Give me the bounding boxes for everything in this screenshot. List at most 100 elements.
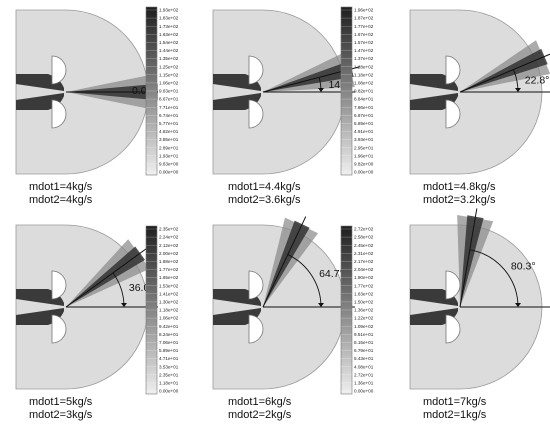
colorbar-tick-label: 1.73e+02: [159, 24, 179, 29]
colorbar-tick-label: 2.35e+02: [159, 227, 179, 232]
contour-panel-5: 64.7°: [212, 216, 355, 390]
lower-solid-body: [51, 99, 67, 129]
case-label-1: mdot1=4kg/s mdot2=4kg/s: [29, 181, 92, 207]
colorbar-tick-label: 1.22e+02: [354, 316, 374, 321]
colorbar-tick-label: 2.24e+02: [159, 235, 179, 240]
colorbar-tick-label: 1.83e+02: [159, 16, 179, 21]
colorbar-tick-label: 1.25e+02: [159, 64, 179, 69]
case-label-4: mdot1=5kg/s mdot2=3kg/s: [29, 396, 92, 422]
lower-solid-body: [248, 99, 264, 129]
mdot2-text: mdot2=3kg/s: [29, 409, 93, 421]
colorbar-tick-label: 2.17e+02: [354, 259, 374, 264]
angle-arc: [287, 254, 322, 308]
colorbar-tick-label: 6.79e+01: [354, 348, 374, 353]
colorbar-tick-label: 1.65e+02: [159, 275, 179, 280]
colorbar-tick-label: 1.36e+02: [354, 308, 374, 313]
colorbar-tick-label: 2.45e+02: [354, 243, 374, 248]
colorbar-tick-label: 4.91e+01: [354, 129, 374, 134]
colorbar-tick-label: 1.77e+02: [354, 283, 374, 288]
colorbar-tick-label: 2.00e+02: [159, 251, 179, 256]
colorbar-tick-label: 0.00e+00: [159, 170, 179, 175]
colorbar-2: 1.96e+02 1.87e+02 1.77e+02 1.67e+02 1.57e+02…: [340, 6, 374, 176]
colorbar-tick-label: 1.18e+02: [354, 72, 374, 77]
colorbar-tick-label: 0.00e+00: [354, 170, 374, 175]
colorbar-tick-label: 4.08e+01: [354, 364, 374, 369]
colorbar-tick-label: 1.41e+02: [159, 291, 179, 296]
colorbar-tick-label: 3.53e+01: [159, 364, 179, 369]
jet-plume-core: [460, 48, 548, 92]
case-label-2: mdot1=4.4kg/s mdot2=3.6kg/s: [228, 181, 300, 207]
colorbar-tick-label: 1.67e+02: [354, 32, 374, 37]
mdot1-text: mdot1=4.4kg/s: [228, 181, 301, 193]
case-label-3: mdot1=4.8kg/s mdot2=3.2kg/s: [423, 181, 495, 207]
colorbar-tick-label: 2.35e+01: [159, 372, 179, 377]
colorbar-tick-label: 0.00e+00: [354, 389, 374, 394]
colorbar-tick-label: 4.71e+01: [159, 356, 179, 361]
lower-solid-body: [248, 314, 264, 344]
jet-plume-outer: [263, 217, 319, 307]
colorbar-tick-label: 1.44e+02: [159, 48, 179, 53]
jet-axis-line: [459, 53, 550, 93]
colorbar-tick-label: 8.84e+01: [354, 97, 374, 102]
colorbar-tick-label: 1.35e+02: [159, 56, 179, 61]
mdot1-text: mdot1=6kg/s: [228, 396, 292, 408]
arc-arrowhead: [318, 88, 324, 92]
jet-axis-line: [65, 247, 148, 308]
contour-panel-3: 22.8°: [409, 9, 550, 175]
colorbar-tick-label: 7.71e+01: [159, 105, 179, 110]
colorbar-tick-label: 1.63e+02: [159, 32, 179, 37]
colorbar-3: 2.35e+02 2.24e+02 2.12e+02 2.00e+02 1.88e+02…: [145, 225, 179, 395]
mdot2-text: mdot2=4kg/s: [29, 194, 93, 206]
contour-panel-2: 14.6°: [212, 9, 360, 175]
colorbar-tick-label: 1.77e+02: [354, 24, 374, 29]
colorbar-tick-label: 1.15e+02: [159, 72, 179, 77]
arc-arrowhead: [121, 303, 127, 307]
jet-plume-outer: [263, 51, 355, 92]
colorbar-tick-label: 1.54e+02: [159, 40, 179, 45]
colorbar-tick-label: 2.95e+01: [354, 145, 374, 150]
colorbar-tick-label: 2.04e+02: [354, 267, 374, 272]
arc-arrowhead: [515, 303, 521, 307]
angle-value-label: 80.3°: [511, 261, 536, 273]
colorbar-tick-label: 5.89e+01: [354, 121, 374, 126]
jet-axis-line: [262, 216, 307, 308]
angle-value-label: 22.8°: [525, 74, 550, 86]
lower-solid-body: [445, 99, 461, 129]
colorbar-tick-label: 8.67e+01: [159, 97, 179, 102]
colorbar-tick-label: 5.77e+01: [159, 121, 179, 126]
angle-arc: [469, 249, 519, 308]
colorbar-tick-label: 1.36e+01: [354, 381, 374, 386]
colorbar-tick-label: 9.63e+01: [159, 89, 179, 94]
colorbar-tick-label: 1.30e+02: [159, 300, 179, 305]
contour-panel-4: 36.0°: [15, 224, 158, 390]
jet-plume-outer: [460, 40, 550, 92]
colorbar-tick-label: 9.42e+01: [159, 324, 179, 329]
arc-arrowhead: [318, 303, 324, 307]
colorbar-tick-label: 8.15e+01: [354, 340, 374, 345]
colorbar-tick-label: 1.53e+02: [159, 283, 179, 288]
upper-solid-body: [51, 270, 67, 300]
colorbar-tick-label: 1.50e+02: [354, 300, 374, 305]
colorbar-tick-label: 1.06e+02: [159, 316, 179, 321]
mdot2-text: mdot2=3.2kg/s: [423, 194, 496, 206]
arc-arrowhead: [515, 88, 521, 92]
mdot1-text: mdot1=4.8kg/s: [423, 181, 496, 193]
case-label-5: mdot1=6kg/s mdot2=2kg/s: [228, 396, 291, 422]
colorbar-tick-label: 0.00e+00: [159, 389, 179, 394]
colorbar-tick-label: 7.86e+01: [354, 105, 374, 110]
mdot2-text: mdot2=3.6kg/s: [228, 194, 301, 206]
upper-solid-body: [248, 55, 264, 85]
colorbar-tick-label: 1.08e+02: [354, 81, 374, 86]
colorbar-tick-label: 9.82e+00: [354, 162, 374, 167]
upper-solid-body: [51, 55, 67, 85]
colorbar-tick-label: 1.28e+02: [354, 64, 374, 69]
colorbar-tick-label: 1.57e+02: [354, 40, 374, 45]
colorbar-tick-label: 9.51e+01: [354, 332, 374, 337]
colorbar-tick-label: 6.74e+01: [159, 113, 179, 118]
colorbar-tick-label: 1.09e+02: [354, 324, 374, 329]
colorbar-tick-label: 7.06e+01: [159, 340, 179, 345]
mdot2-text: mdot2=1kg/s: [423, 409, 487, 421]
mdot2-text: mdot2=2kg/s: [228, 409, 292, 421]
colorbar-tick-label: 1.96e+01: [354, 153, 374, 158]
